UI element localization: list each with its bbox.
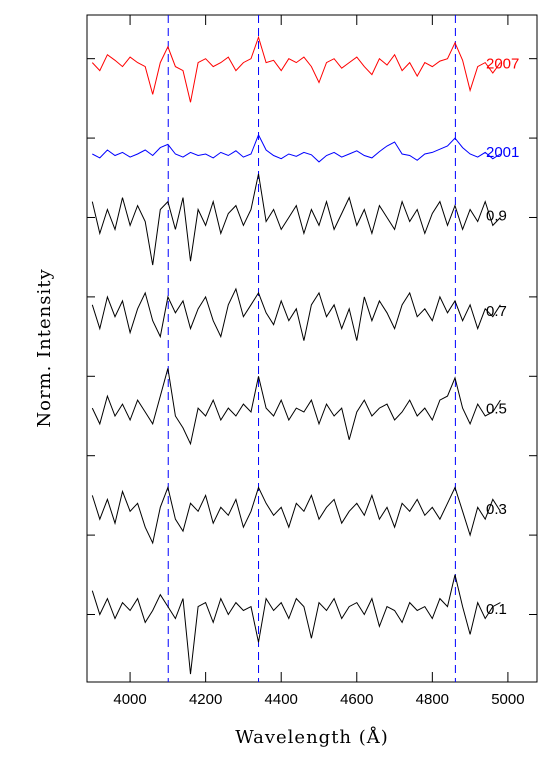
series-label: 0.9 (486, 208, 507, 225)
x-tick-label: 4400 (265, 691, 298, 708)
spectrum-line (91, 35, 501, 103)
spectrum-line (91, 173, 501, 266)
spectrum-line (91, 574, 501, 675)
x-tick-label: 4000 (113, 691, 146, 708)
x-tick-label: 5000 (491, 691, 524, 708)
spectrum-line (92, 133, 501, 163)
x-tick-label: 4200 (189, 691, 222, 708)
spectrum-line (91, 368, 501, 446)
spectrum-line (91, 485, 501, 545)
series-label: 0.3 (486, 501, 507, 518)
series-label: 0.5 (486, 401, 507, 418)
series-label: 2007 (486, 55, 519, 72)
series-label: 0.7 (486, 303, 507, 320)
plot-frame (86, 14, 538, 683)
series-label: 2001 (486, 144, 519, 161)
y-axis-label: Norm. Intensity (34, 268, 55, 427)
spectrum-line (91, 287, 501, 341)
x-axis-label: Wavelength (Å) (235, 726, 389, 748)
series-label: 0.1 (486, 601, 507, 618)
x-tick-label: 4600 (340, 691, 373, 708)
x-tick-label: 4800 (416, 691, 449, 708)
